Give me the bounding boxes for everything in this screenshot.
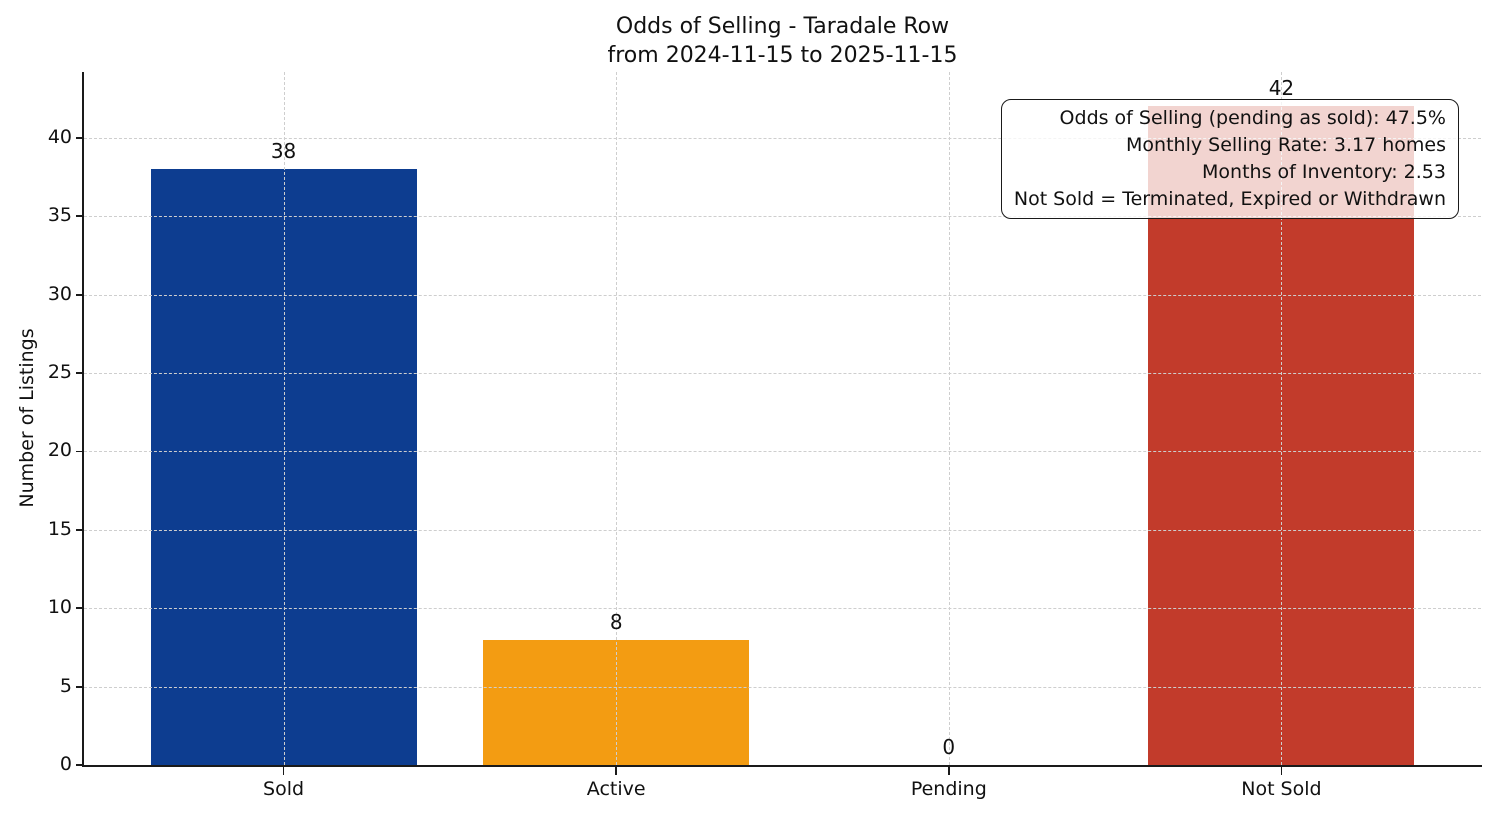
- gridline-horizontal: [84, 216, 1481, 218]
- y-tick-label: 5: [59, 674, 72, 697]
- gridline-horizontal: [84, 451, 1481, 453]
- x-tick-label: Not Sold: [1241, 778, 1322, 800]
- y-tick-mark: [76, 215, 84, 218]
- bar-value-label: 8: [609, 609, 623, 634]
- y-tick-mark: [76, 450, 84, 453]
- x-tick-mark: [282, 767, 285, 775]
- x-tick-mark: [947, 767, 950, 775]
- y-tick-mark: [76, 764, 84, 766]
- gridline-horizontal: [84, 529, 1481, 531]
- y-axis-spine: [82, 72, 85, 767]
- chart-title: Odds of Selling - Taradale Row from 2024…: [84, 12, 1481, 70]
- stats-annotation-box: Odds of Selling (pending as sold): 47.5%…: [1000, 99, 1459, 219]
- gridline-horizontal: [84, 608, 1481, 610]
- chart-title-line2: from 2024-11-15 to 2025-11-15: [607, 43, 958, 68]
- gridline-horizontal: [84, 294, 1481, 296]
- gridline-vertical: [1281, 72, 1283, 765]
- y-tick-label: 10: [47, 596, 72, 619]
- x-tick-mark: [615, 767, 618, 775]
- gridline-horizontal: [84, 686, 1481, 688]
- gridline-vertical: [283, 72, 285, 765]
- gridline-vertical: [948, 72, 950, 765]
- y-tick-label: 30: [47, 282, 72, 305]
- y-tick-mark: [76, 528, 84, 531]
- annotation-line: Months of Inventory: 2.53: [1202, 161, 1446, 183]
- bar-value-label: 38: [270, 139, 297, 164]
- y-tick-mark: [76, 136, 84, 139]
- annotation-line: Monthly Selling Rate: 3.17 homes: [1126, 134, 1446, 156]
- bar-value-label: 0: [942, 735, 956, 759]
- gridline-horizontal: [84, 137, 1481, 139]
- y-tick-label: 15: [47, 517, 72, 540]
- bar-value-label: 42: [1268, 76, 1295, 101]
- y-tick-mark: [76, 372, 84, 374]
- y-tick-label: 25: [47, 361, 72, 384]
- x-tick-label: Pending: [910, 778, 987, 800]
- gridline-vertical: [616, 72, 618, 765]
- y-tick-label: 40: [47, 125, 72, 148]
- y-tick-label: 35: [47, 204, 72, 227]
- x-tick-label: Active: [586, 778, 646, 800]
- y-tick-mark: [76, 607, 84, 610]
- y-tick-label: 20: [47, 439, 72, 462]
- y-tick-mark: [76, 293, 84, 296]
- x-axis-spine: [82, 764, 1482, 767]
- y-tick-mark: [76, 685, 84, 688]
- annotation-line: Not Sold = Terminated, Expired or Withdr…: [1013, 188, 1446, 210]
- x-tick-mark: [1280, 767, 1283, 775]
- chart-title-line1: Odds of Selling - Taradale Row: [615, 14, 950, 39]
- y-tick-label: 0: [59, 753, 72, 775]
- x-tick-label: Sold: [263, 778, 305, 800]
- annotation-line: Odds of Selling (pending as sold): 47.5%: [1059, 107, 1446, 129]
- gridline-horizontal: [84, 373, 1481, 375]
